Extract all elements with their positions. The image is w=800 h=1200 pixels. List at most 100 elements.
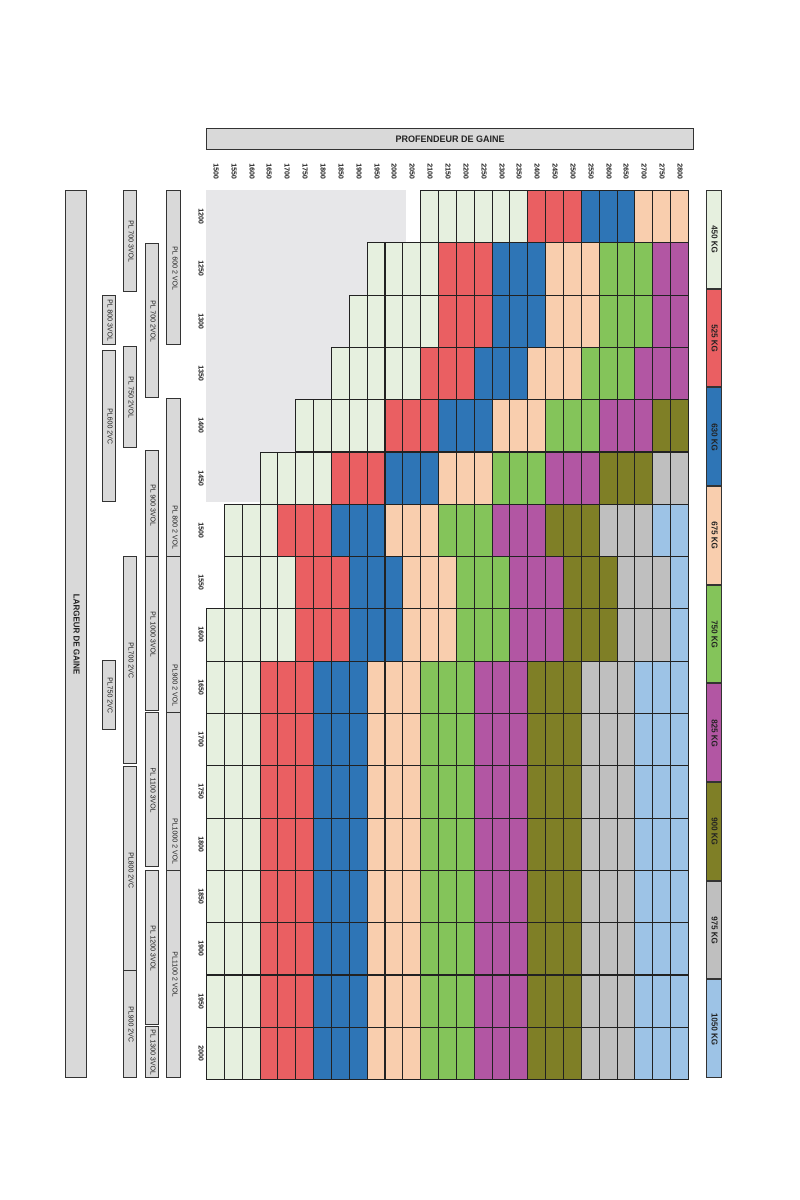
matrix-cell xyxy=(473,713,493,767)
matrix-cell xyxy=(563,765,582,819)
platform-box: PL 1300 3VOL xyxy=(145,1026,159,1078)
matrix-cell xyxy=(652,346,672,401)
legend-label: 630 KG xyxy=(709,422,719,451)
matrix-cell xyxy=(348,556,368,610)
depth-label: 2400 xyxy=(532,163,540,179)
depth-label: 1500 xyxy=(211,163,219,179)
matrix-cell xyxy=(438,869,457,924)
depth-label: 1650 xyxy=(264,163,272,179)
matrix-cell xyxy=(348,294,368,348)
matrix-cell xyxy=(473,922,493,976)
matrix-cell xyxy=(313,922,332,976)
matrix-cell xyxy=(527,503,547,558)
width-label: 1700 xyxy=(196,731,204,747)
matrix-cell xyxy=(598,451,618,505)
matrix-cell xyxy=(223,556,243,610)
platform-box: PL 600 2 VOL xyxy=(166,190,181,345)
matrix-cell xyxy=(366,399,386,453)
matrix-cell xyxy=(348,765,368,819)
matrix-cell xyxy=(438,346,457,401)
matrix-cell xyxy=(330,660,350,714)
matrix-cell xyxy=(455,869,475,924)
matrix-cell xyxy=(563,660,582,714)
matrix-cell xyxy=(616,974,636,1028)
matrix-cell xyxy=(527,346,547,401)
depth-label: 1750 xyxy=(300,163,308,179)
matrix-cell xyxy=(545,190,564,244)
matrix-cell xyxy=(277,765,297,819)
matrix-cell xyxy=(580,190,600,244)
matrix-cell xyxy=(402,817,422,871)
matrix-cell xyxy=(402,556,422,610)
platform-label: PL 700 2VOL xyxy=(148,299,156,342)
matrix-cell xyxy=(366,294,386,348)
matrix-cell xyxy=(527,556,547,610)
matrix-cell xyxy=(491,346,511,401)
matrix-cell xyxy=(223,817,243,871)
matrix-cell xyxy=(509,817,529,871)
matrix-cell xyxy=(527,294,547,348)
matrix-cell xyxy=(330,503,350,558)
matrix-cell xyxy=(241,556,261,610)
matrix-cell xyxy=(580,242,600,296)
matrix-cell xyxy=(455,922,475,976)
matrix-cell xyxy=(545,713,564,767)
platform-box: PL 1100 3VOL xyxy=(145,712,159,867)
platform-label: PL 800 3VOL xyxy=(105,299,113,341)
matrix-cell xyxy=(598,1026,618,1081)
legend-label: 750 KG xyxy=(709,620,719,648)
matrix-cell xyxy=(509,765,529,819)
matrix-cell xyxy=(455,451,475,505)
depth-label: 2650 xyxy=(621,163,629,179)
matrix-cell xyxy=(491,503,511,558)
matrix-cell xyxy=(563,974,582,1028)
matrix-cell xyxy=(348,660,368,714)
platform-box: PL 700 2VOL xyxy=(145,243,159,398)
depth-label: 2600 xyxy=(604,163,612,179)
matrix-cell xyxy=(313,1026,332,1081)
matrix-cell xyxy=(545,608,564,662)
matrix-cell xyxy=(563,242,582,296)
matrix-cell xyxy=(295,660,315,714)
matrix-cell xyxy=(670,346,689,401)
matrix-cell xyxy=(545,399,564,453)
matrix-cell xyxy=(634,242,654,296)
matrix-cell xyxy=(384,451,404,505)
matrix-cell xyxy=(402,922,422,976)
matrix-cell xyxy=(616,451,636,505)
width-label: 1650 xyxy=(196,678,204,695)
platform-box: PL900 2VC xyxy=(123,970,137,1078)
matrix-cell xyxy=(455,190,475,244)
matrix-cell xyxy=(384,556,404,610)
matrix-cell xyxy=(420,451,440,505)
matrix-cell xyxy=(580,765,600,819)
matrix-cell xyxy=(527,399,547,453)
matrix-cell xyxy=(634,817,654,871)
matrix-cell xyxy=(438,660,457,714)
matrix-cell xyxy=(402,974,422,1028)
matrix-cell xyxy=(348,922,368,976)
matrix-cell xyxy=(598,503,618,558)
matrix-cell xyxy=(330,608,350,662)
matrix-cell xyxy=(634,974,654,1028)
matrix-cell xyxy=(563,922,582,976)
depth-label: 2350 xyxy=(514,163,522,179)
matrix-cell xyxy=(598,869,618,924)
matrix-cell xyxy=(473,660,493,714)
width-label: 1450 xyxy=(196,469,204,486)
matrix-cell xyxy=(473,974,493,1028)
matrix-cell xyxy=(473,556,493,610)
matrix-cell xyxy=(598,190,618,244)
matrix-cell xyxy=(420,346,440,401)
matrix-cell xyxy=(563,817,582,871)
matrix-cell xyxy=(616,922,636,976)
matrix-cell xyxy=(491,660,511,714)
matrix-cell xyxy=(402,869,422,924)
matrix-cell xyxy=(509,190,529,244)
matrix-cell xyxy=(473,817,493,871)
matrix-cell xyxy=(348,974,368,1028)
matrix-cell xyxy=(509,1026,529,1081)
matrix-cell xyxy=(402,1026,422,1081)
matrix-cell xyxy=(384,922,404,976)
matrix-cell xyxy=(598,660,618,714)
